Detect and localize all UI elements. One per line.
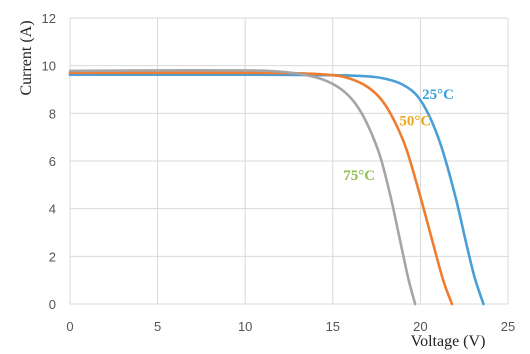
y-tick-label: 4	[49, 202, 56, 217]
x-axis-title: Voltage (V)	[411, 333, 486, 350]
y-tick-label: 12	[42, 11, 56, 26]
y-tick-label: 2	[49, 249, 56, 264]
axes: 0 5 10 15 20 25 0 2 4 6 8 10 12	[42, 11, 516, 334]
x-tick-label: 10	[238, 319, 252, 334]
series-label-3: 75°C	[343, 168, 375, 184]
series-line-3	[68, 69, 417, 306]
y-tick-label: 6	[49, 154, 56, 169]
y-tick-label: 0	[49, 297, 56, 312]
y-tick-label: 8	[49, 106, 56, 121]
x-tick-label: 15	[326, 319, 340, 334]
curve-labels: 25°C 50°C 75°C	[343, 87, 454, 184]
series-lines	[68, 69, 485, 306]
grid	[69, 17, 509, 305]
x-tick-label: 0	[66, 319, 73, 334]
series-label-2: 50°C	[399, 113, 431, 129]
x-tick-label: 20	[413, 319, 427, 334]
x-tick-label: 5	[154, 319, 161, 334]
y-tick-label: 10	[42, 59, 56, 74]
series-label-1: 25°C	[422, 87, 454, 103]
series-line-1	[68, 73, 485, 306]
series-line-2	[68, 71, 454, 306]
x-tick-label: 25	[501, 319, 515, 334]
y-axis-title: Current (A)	[18, 20, 35, 95]
